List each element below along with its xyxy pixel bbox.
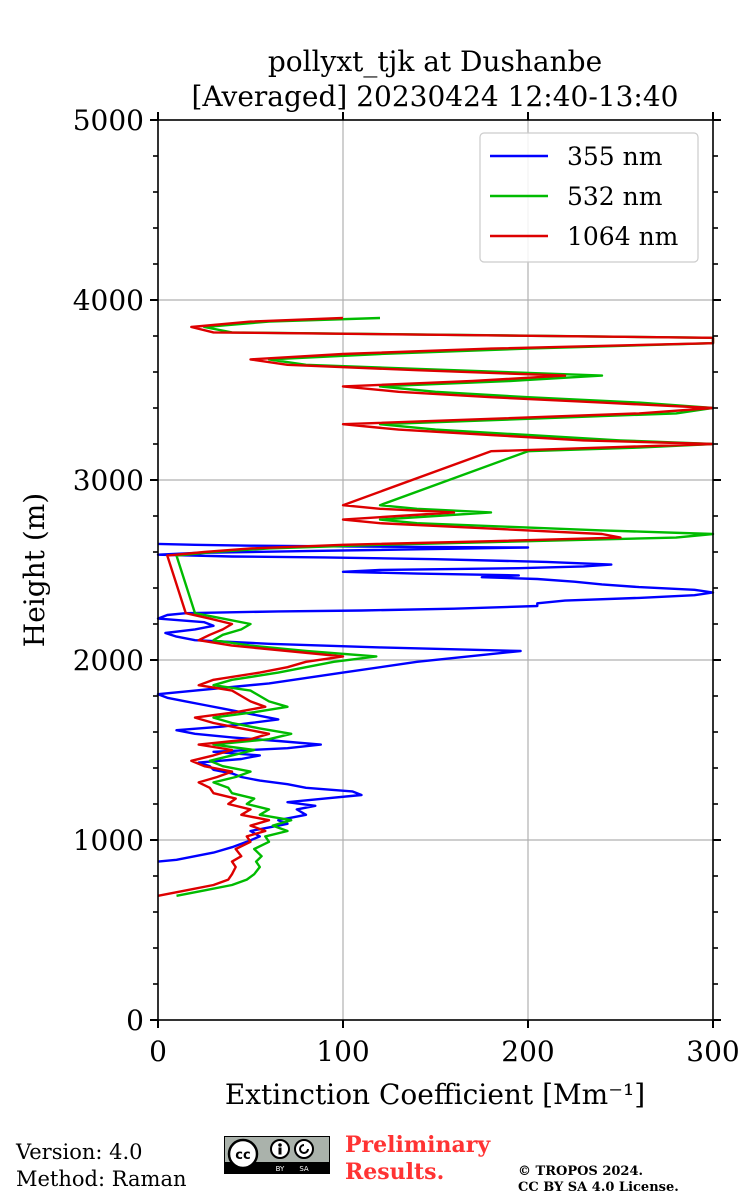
chart-subtitle: [Averaged] 20230424 12:40-13:40 (192, 80, 679, 113)
svg-text:cc: cc (235, 1148, 250, 1163)
series-line-355-nm (156, 542, 715, 863)
y-tick-label: 1000 (73, 824, 144, 857)
legend-label: 355 nm (567, 142, 663, 171)
x-tick-label: 100 (316, 1035, 369, 1068)
y-axis-label: Height (m) (18, 493, 51, 647)
x-axis-label: Extinction Coefficient [Mm⁻¹] (225, 1078, 645, 1111)
copyright-text: © TROPOS 2024. (518, 1164, 644, 1179)
results-label: Results. (345, 1159, 445, 1185)
series-line-532-nm (175, 316, 715, 897)
series-line-1064-nm (157, 316, 715, 897)
x-tick-label: 200 (501, 1035, 554, 1068)
axis-ticks (150, 112, 721, 1028)
legend: 355 nm 532 nm 1064 nm (479, 132, 699, 263)
x-tick-label: 300 (686, 1035, 739, 1068)
cc-by-sa-icon: cc BY SA (224, 1136, 330, 1174)
y-tick-label: 5000 (73, 104, 144, 137)
series-lines (156, 316, 715, 897)
method-text: Method: Raman (16, 1167, 187, 1191)
y-tick-label: 2000 (73, 644, 144, 677)
legend-label: 1064 nm (567, 222, 679, 251)
plot-frame (157, 119, 714, 1021)
legend-box (479, 132, 699, 263)
preliminary-label: Preliminary (345, 1132, 491, 1158)
svg-text:BY: BY (276, 1165, 285, 1173)
license-text: CC BY SA 4.0 License. (518, 1180, 679, 1195)
chart-title: pollyxt_tjk at Dushanbe (268, 45, 602, 78)
y-tick-label: 4000 (73, 284, 144, 317)
y-tick-label: 3000 (73, 464, 144, 497)
version-text: Version: 4.0 (16, 1140, 143, 1164)
y-tick-label: 0 (126, 1004, 144, 1037)
svg-text:SA: SA (299, 1165, 309, 1173)
legend-label: 532 nm (567, 182, 663, 211)
x-tick-label: 0 (149, 1035, 167, 1068)
